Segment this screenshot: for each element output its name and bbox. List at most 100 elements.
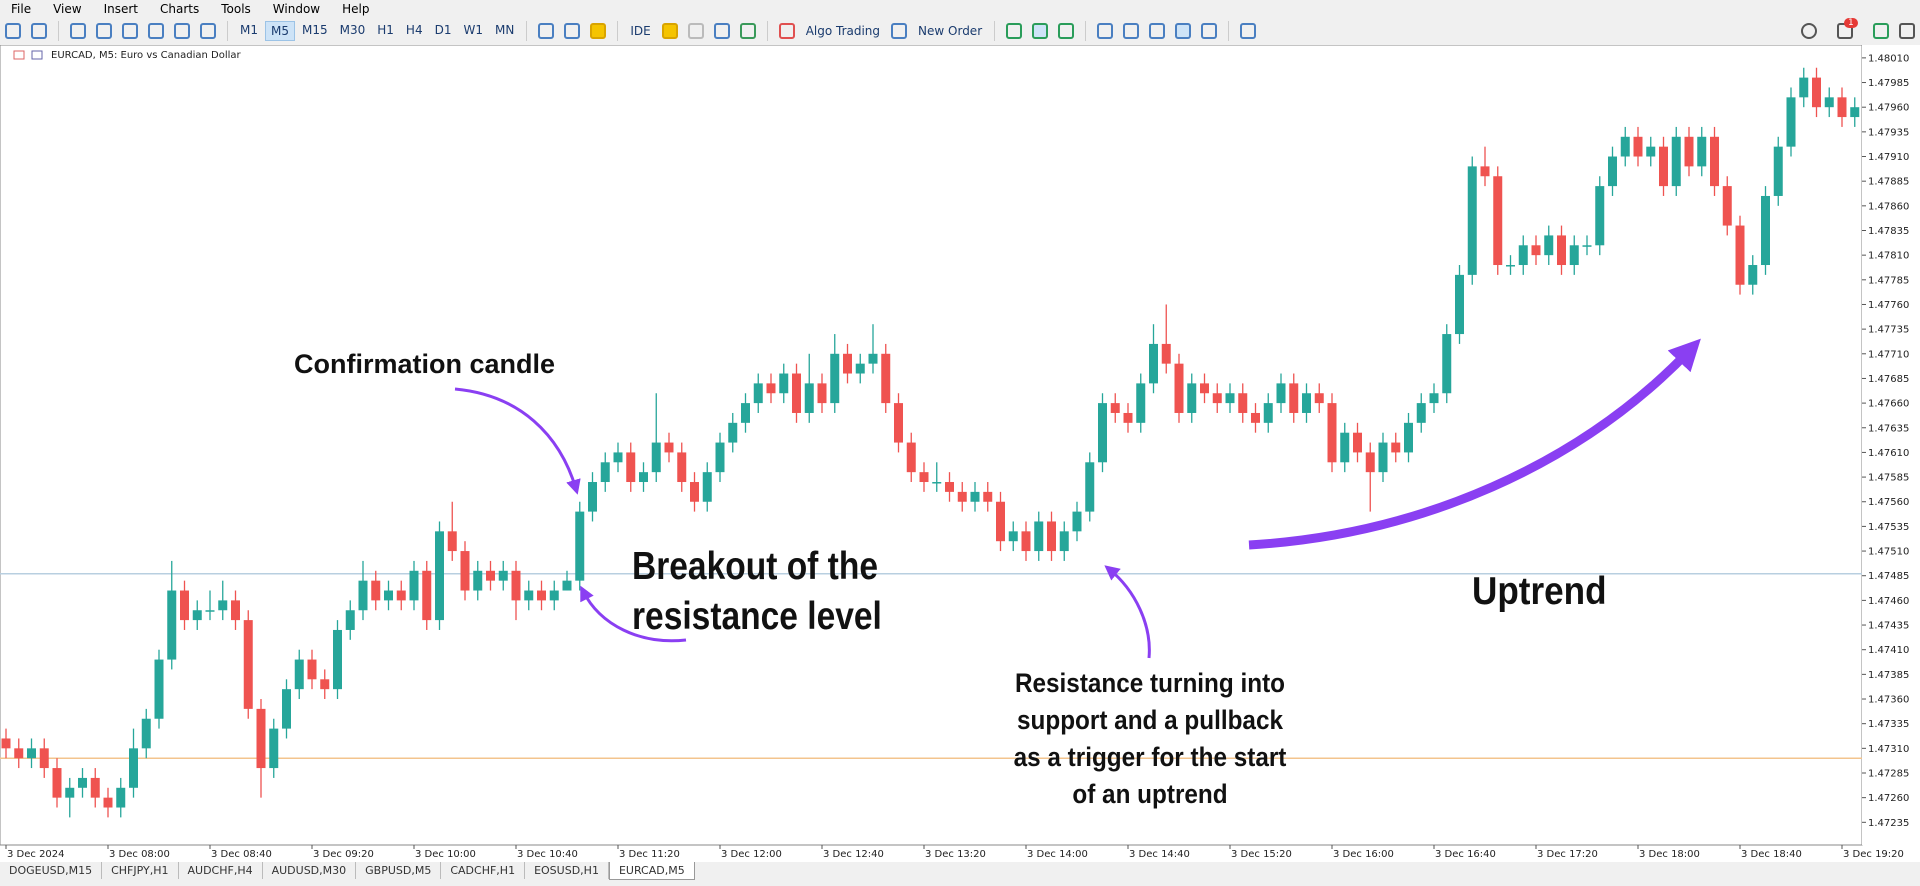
tile[interactable] [1149, 23, 1166, 39]
y-tick-label: 1.47610 [1868, 448, 1909, 459]
ide-button[interactable]: IDE [630, 24, 651, 38]
chart-shift[interactable] [1201, 23, 1218, 39]
candle-body [65, 787, 75, 798]
timeframe-button[interactable]: MN [494, 23, 515, 37]
shapes-tool[interactable] [200, 23, 216, 39]
candle-body [1429, 393, 1439, 404]
fibo-tool[interactable] [148, 23, 164, 39]
candle-body [141, 718, 151, 749]
chart-tab[interactable]: GBPUSD,M5 [356, 862, 442, 879]
indicators[interactable] [538, 23, 555, 39]
vps[interactable] [661, 23, 678, 39]
notifications[interactable]: 1 [1832, 18, 1858, 39]
templates[interactable] [564, 23, 581, 39]
chart: EURCAD, M5: Euro vs Canadian Dollar 1.48… [0, 45, 1920, 860]
candle-body [435, 531, 444, 621]
candle-body [231, 600, 240, 621]
timeframe-button[interactable]: W1 [463, 23, 483, 37]
chart-tab[interactable]: EOSUSD,H1 [525, 862, 609, 879]
candle-body [1314, 393, 1324, 404]
menu-item[interactable]: Help [342, 1, 370, 16]
menu-item[interactable]: Insert [103, 1, 138, 16]
y-tick-label: 1.47310 [1868, 744, 1909, 755]
signals[interactable] [687, 23, 704, 39]
candle-body [1442, 334, 1452, 394]
candle-body [52, 768, 62, 798]
x-tick-label: 3 Dec 14:40 [1129, 849, 1190, 860]
candle-chart[interactable] [1032, 23, 1049, 39]
annotation: as a trigger for the start [1013, 742, 1287, 772]
candle-body [1123, 412, 1133, 423]
new-order-button[interactable]: New Order [918, 24, 983, 38]
timeframe-button[interactable]: M30 [339, 23, 366, 37]
screenshot[interactable] [1240, 23, 1257, 39]
candle-body [498, 570, 508, 581]
chart-tab[interactable]: AUDCHF,H4 [179, 862, 263, 879]
timeframe-button[interactable]: M5 [265, 21, 295, 41]
chart-tab[interactable]: CADCHF,H1 [441, 862, 526, 879]
cloud[interactable] [713, 23, 730, 39]
cursor-tool[interactable] [5, 23, 21, 39]
menu-item[interactable]: Window [272, 1, 321, 16]
separator [617, 21, 619, 41]
candle-body [1786, 97, 1796, 147]
candle-body [1799, 77, 1809, 98]
x-tick-label: 3 Dec 16:40 [1435, 849, 1496, 860]
candle-body [1608, 156, 1617, 187]
candle-body [1416, 403, 1426, 423]
candle-body [1238, 393, 1248, 413]
chart-tab[interactable]: CHFJPY,H1 [102, 862, 179, 879]
candle-body [90, 777, 100, 798]
market[interactable] [590, 23, 607, 39]
candle-body [1378, 442, 1388, 473]
y-tick-label: 1.47985 [1868, 78, 1909, 89]
timeframe-button[interactable]: D1 [434, 23, 452, 37]
candle-body [753, 383, 763, 404]
profile[interactable] [1899, 23, 1915, 39]
timeframe-button[interactable]: M1 [240, 23, 258, 37]
candle-body [588, 482, 597, 512]
account[interactable] [1873, 23, 1889, 39]
timeframe-button[interactable]: H4 [405, 23, 423, 37]
zoom-out[interactable] [1123, 23, 1140, 39]
line-chart[interactable] [1058, 23, 1075, 39]
candle-body [1276, 383, 1286, 404]
chart-tab[interactable]: EURCAD,M5 [608, 862, 695, 880]
menu-item[interactable]: File [11, 1, 32, 16]
y-tick-label: 1.47885 [1868, 177, 1909, 188]
timeframe-button[interactable]: M15 [302, 23, 328, 37]
candle-body [1837, 97, 1847, 118]
menu-item[interactable]: Charts [160, 1, 200, 16]
search[interactable] [1801, 23, 1817, 39]
annotation: resistance level [632, 595, 882, 638]
bar-chart[interactable] [1006, 23, 1023, 39]
y-tick-label: 1.47560 [1868, 497, 1909, 508]
menu-item[interactable]: View [53, 1, 82, 16]
crosshair-tool[interactable] [31, 23, 47, 39]
hosting[interactable] [739, 23, 756, 39]
line-tool[interactable] [70, 23, 86, 39]
trend-tool[interactable] [96, 23, 112, 39]
candle-body [460, 551, 470, 591]
candle-body [78, 777, 87, 788]
candle-body [664, 442, 674, 453]
candle-body [549, 590, 559, 601]
candle-body [983, 491, 993, 502]
candle-body [1072, 511, 1082, 532]
chart-tab[interactable]: AUDUSD,M30 [263, 862, 357, 879]
x-tick-label: 3 Dec 16:00 [1333, 849, 1394, 860]
candle-body [651, 442, 661, 473]
autoscroll[interactable] [1175, 23, 1192, 39]
y-tick-label: 1.47785 [1868, 275, 1909, 286]
candle-body [282, 689, 291, 729]
zoom-in[interactable] [1097, 23, 1114, 39]
menu-item[interactable]: Tools [221, 1, 251, 16]
y-tick-label: 1.47535 [1868, 522, 1909, 533]
algo-trading-button[interactable]: Algo Trading [805, 24, 881, 38]
channel-tool[interactable] [122, 23, 138, 39]
y-tick-label: 1.47460 [1868, 596, 1909, 607]
candle-body [779, 373, 789, 394]
chart-tab[interactable]: DOGEUSD,M15 [0, 862, 103, 879]
text-tool[interactable] [174, 23, 190, 39]
timeframe-button[interactable]: H1 [377, 23, 394, 37]
